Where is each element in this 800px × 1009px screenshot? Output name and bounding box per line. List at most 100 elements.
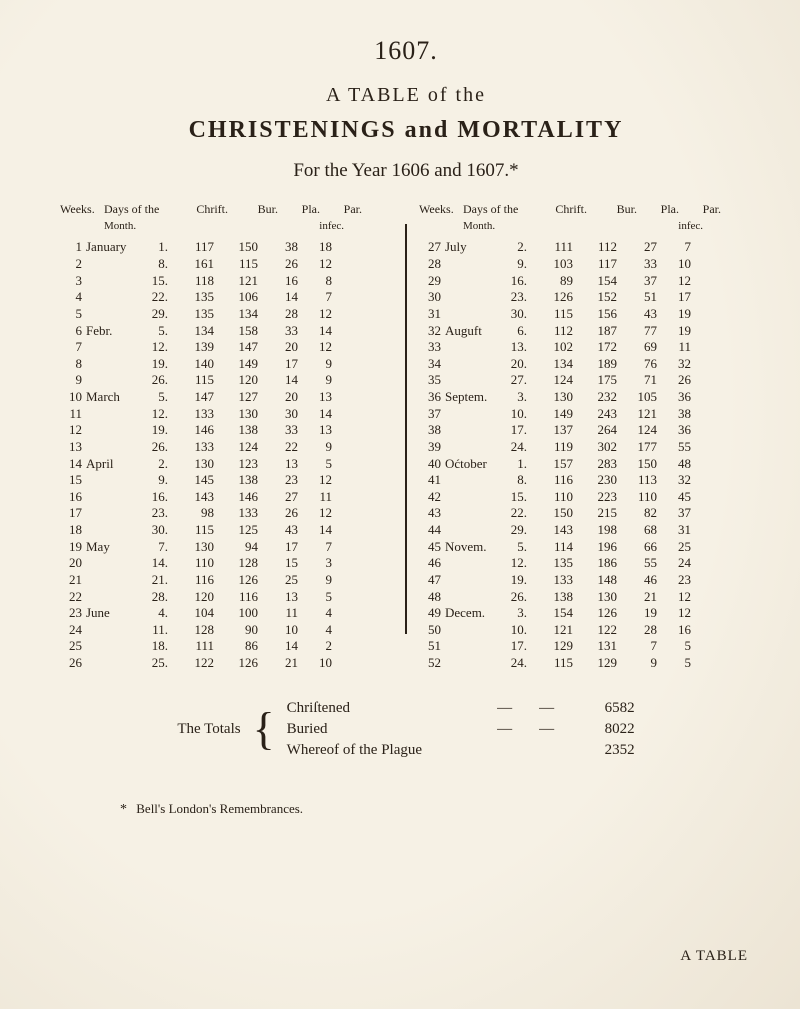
day-cell: 21. [142, 572, 174, 589]
week-number: 3 [60, 273, 86, 290]
christ-cell: 137 [533, 422, 577, 439]
pla-cell: 9 [621, 655, 661, 672]
totals-row-label: Whereof of the Plague [287, 740, 477, 761]
week-number: 7 [60, 339, 86, 356]
infec-cell: 25 [661, 539, 691, 556]
infec-cell: 17 [661, 289, 691, 306]
bur-cell: 302 [577, 439, 621, 456]
table-row: 1January1.1171503818 [60, 239, 393, 256]
christ-cell: 135 [174, 289, 218, 306]
week-number: 44 [419, 522, 445, 539]
table-row: 3924.11930217755 [419, 439, 752, 456]
pla-cell: 10 [262, 622, 302, 639]
week-number: 1 [60, 239, 86, 256]
christ-cell: 120 [174, 589, 218, 606]
day-cell: 17. [501, 638, 533, 655]
day-cell: 3. [501, 389, 533, 406]
day-cell: 5. [142, 389, 174, 406]
pla-cell: 51 [621, 289, 661, 306]
infec-cell: 12 [302, 256, 332, 273]
christ-cell: 133 [533, 572, 577, 589]
infec-cell: 14 [302, 323, 332, 340]
table-row: 1219.1461383313 [60, 422, 393, 439]
christ-cell: 138 [533, 589, 577, 606]
bur-cell: 154 [577, 273, 621, 290]
pla-cell: 33 [262, 422, 302, 439]
pla-cell: 16 [262, 273, 302, 290]
day-cell: 26. [142, 372, 174, 389]
pla-cell: 121 [621, 406, 661, 423]
pla-cell: 43 [262, 522, 302, 539]
em-dash [533, 740, 561, 761]
week-number: 47 [419, 572, 445, 589]
day-cell: 29. [142, 306, 174, 323]
table-row: 3023.1261525117 [419, 289, 752, 306]
bur-cell: 172 [577, 339, 621, 356]
bur-cell: 283 [577, 456, 621, 473]
year-heading: 1607. [60, 36, 752, 66]
table-row: 14April2.130123135 [60, 456, 393, 473]
week-number: 18 [60, 522, 86, 539]
month-cell [445, 439, 501, 456]
week-number: 9 [60, 372, 86, 389]
infec-cell: 8 [302, 273, 332, 290]
week-number: 25 [60, 638, 86, 655]
em-dash: — [491, 698, 519, 719]
week-number: 35 [419, 372, 445, 389]
christ-cell: 122 [174, 655, 218, 672]
totals-row-label: Buried [287, 719, 477, 740]
week-number: 41 [419, 472, 445, 489]
christ-cell: 103 [533, 256, 577, 273]
week-number: 49 [419, 605, 445, 622]
christ-cell: 121 [533, 622, 577, 639]
pla-cell: 33 [621, 256, 661, 273]
month-cell: July [445, 239, 501, 256]
table-row: 4719.1331484623 [419, 572, 752, 589]
month-cell [86, 555, 142, 572]
infec-cell: 12 [302, 306, 332, 323]
week-number: 43 [419, 505, 445, 522]
week-number: 52 [419, 655, 445, 672]
left-rows-container: 1January1.117150381828.1611152612315.118… [60, 239, 393, 671]
month-cell [86, 439, 142, 456]
day-cell: 12. [501, 555, 533, 572]
pla-cell: 11 [262, 605, 302, 622]
infec-cell: 12 [661, 605, 691, 622]
right-rows-container: 27July2.111112277289.10311733102916.8915… [419, 239, 752, 671]
page: 1607. A TABLE of the CHRISTENINGS and MO… [0, 0, 800, 1009]
month-cell [445, 522, 501, 539]
table-row: 418.11623011332 [419, 472, 752, 489]
christ-cell: 130 [174, 456, 218, 473]
week-number: 26 [60, 655, 86, 672]
day-cell: 23. [142, 505, 174, 522]
month-cell [86, 572, 142, 589]
bur-cell: 196 [577, 539, 621, 556]
bur-cell: 106 [218, 289, 262, 306]
infec-cell: 7 [661, 239, 691, 256]
pla-cell: 25 [262, 572, 302, 589]
infec-cell: 12 [302, 505, 332, 522]
pla-cell: 55 [621, 555, 661, 572]
week-number: 42 [419, 489, 445, 506]
month-cell [86, 505, 142, 522]
em-dash [491, 740, 519, 761]
christ-cell: 130 [174, 539, 218, 556]
christ-cell: 128 [174, 622, 218, 639]
table-row: 4322.1502158237 [419, 505, 752, 522]
table-row: 712.1391472012 [60, 339, 393, 356]
month-cell: Febr. [86, 323, 142, 340]
week-number: 37 [419, 406, 445, 423]
day-cell: 24. [501, 439, 533, 456]
bur-cell: 146 [218, 489, 262, 506]
table-row: 2625.1221262110 [60, 655, 393, 672]
pla-cell: 37 [621, 273, 661, 290]
infec-cell: 45 [661, 489, 691, 506]
table-row: 1326.133124229 [60, 439, 393, 456]
month-cell [445, 655, 501, 672]
hdr-pla: Pla. [284, 202, 326, 217]
christ-cell: 102 [533, 339, 577, 356]
christ-cell: 117 [174, 239, 218, 256]
footnote: * Bell's London's Remembrances. [120, 801, 752, 818]
christ-cell: 130 [533, 389, 577, 406]
table-row: 315.118121168 [60, 273, 393, 290]
